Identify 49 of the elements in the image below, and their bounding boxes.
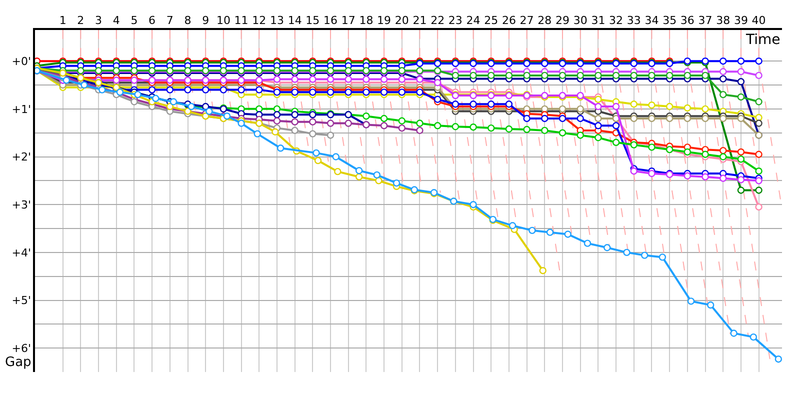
x-tick-label: 6	[148, 14, 156, 27]
y-tick-label: +6'	[12, 342, 32, 355]
x-tick-label: 20	[394, 14, 409, 27]
x-tick-label: 15	[306, 14, 320, 27]
x-tick-label: 12	[252, 14, 266, 27]
x-tick-label: 36	[680, 14, 694, 27]
x-tick-label: 40	[752, 14, 766, 27]
x-tick-label: 30	[573, 14, 588, 27]
x-tick-label: 32	[609, 14, 624, 27]
y-tick-label: +3'	[12, 198, 32, 212]
x-tick-label: 16	[324, 14, 338, 27]
x-tick-label: 10	[216, 14, 230, 27]
x-tick-label: 21	[412, 14, 427, 27]
x-tick-label: 35	[662, 14, 677, 27]
x-tick-label: 28	[538, 14, 552, 27]
x-tick-label: 26	[502, 14, 516, 27]
x-tick-label: 39	[734, 14, 748, 27]
x-tick-label: 19	[377, 14, 392, 27]
x-tick-label: 17	[341, 14, 356, 27]
x-tick-label: 18	[359, 14, 374, 27]
x-tick-label: 7	[166, 14, 174, 27]
x-tick-label: 38	[716, 14, 730, 27]
x-tick-label: 11	[234, 14, 248, 27]
x-tick-label: 27	[520, 14, 534, 27]
x-tick-label: 13	[270, 14, 284, 27]
y-tick-label: +2'	[12, 150, 32, 164]
y-axis-title: Gap	[5, 355, 32, 370]
x-tick-label: 3	[95, 14, 102, 27]
x-tick-label: 8	[184, 14, 192, 27]
y-tick-label: +5'	[12, 294, 32, 308]
x-tick-label: 24	[466, 14, 480, 27]
x-tick-label: 1	[59, 14, 66, 27]
x-tick-label: 25	[484, 14, 498, 27]
x-tick-label: 9	[202, 14, 210, 27]
x-tick-label: 34	[644, 14, 659, 27]
x-tick-label: 22	[430, 14, 445, 27]
x-tick-label: 31	[591, 14, 606, 27]
y-tick-label: +4'	[12, 246, 32, 260]
y-tick-label: +1'	[12, 102, 32, 116]
x-tick-label: 14	[288, 14, 302, 27]
x-tick-label: 2	[77, 14, 84, 27]
x-tick-label: 29	[556, 14, 570, 27]
y-tick-label: +0'	[12, 54, 32, 68]
x-tick-label: 37	[698, 14, 712, 27]
x-tick-label: 5	[130, 14, 138, 27]
x-tick-label: 33	[626, 14, 641, 27]
x-tick-label: 4	[112, 14, 120, 27]
x-tick-label: 23	[448, 14, 462, 27]
x-axis-title: Time	[745, 32, 780, 48]
